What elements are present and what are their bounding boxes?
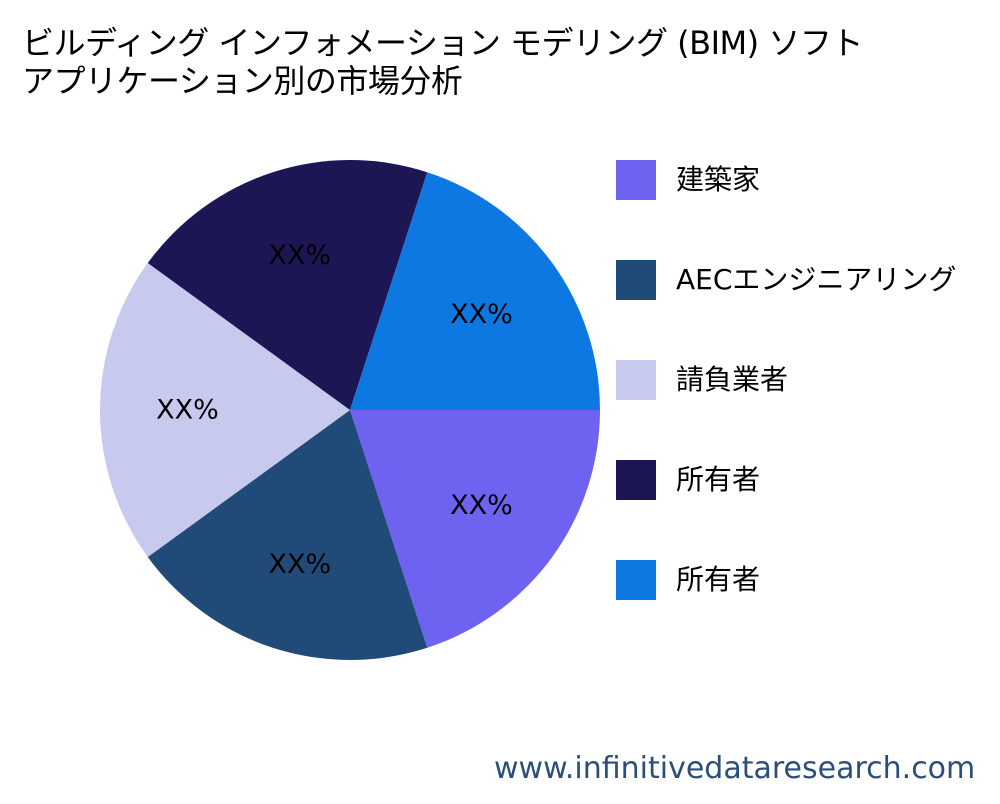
chart-legend: 建築家 AECエンジニアリング 請負業者 所有者 所有者 [616,160,1000,660]
legend-swatch-architect [616,160,656,200]
pie-labels: XX% XX% XX% XX% XX% [156,240,513,580]
legend-label-owner-1: 所有者 [676,463,761,496]
pie-slice-aec-engineering [147,410,428,660]
pie-slice-owner-1 [147,160,428,410]
legend-label-owner-2: 所有者 [676,563,761,596]
pie-slices [100,160,600,660]
pie-slice-contractor [100,263,350,557]
legend-label-contractor: 請負業者 [676,363,789,396]
pie-slice-architect [350,410,600,648]
pie-slice-owner-2 [350,172,600,410]
pie-label-aec-engineering: XX% [268,549,331,580]
legend-swatch-aec-engineering [616,260,656,300]
legend-item-owner-1: 所有者 [616,460,1000,500]
legend-item-contractor: 請負業者 [616,360,1000,400]
legend-label-aec-engineering: AECエンジニアリング [676,263,957,296]
chart-title: ビルディング インフォメーション モデリング (BIM) ソフト アプリケーショ… [22,24,863,100]
legend-swatch-owner-2 [616,560,656,600]
pie-label-contractor: XX% [156,395,219,426]
website-footer: www.infinitivedataresearch.com [494,751,976,786]
legend-swatch-owner-1 [616,460,656,500]
legend-item-aec-engineering: AECエンジニアリング [616,260,1000,300]
pie-label-owner-2: XX% [450,299,513,330]
legend-item-architect: 建築家 [616,160,1000,200]
pie-label-architect: XX% [450,490,513,521]
pie-label-owner-1: XX% [268,240,331,271]
legend-swatch-contractor [616,360,656,400]
legend-item-owner-2: 所有者 [616,560,1000,600]
legend-label-architect: 建築家 [676,163,761,196]
